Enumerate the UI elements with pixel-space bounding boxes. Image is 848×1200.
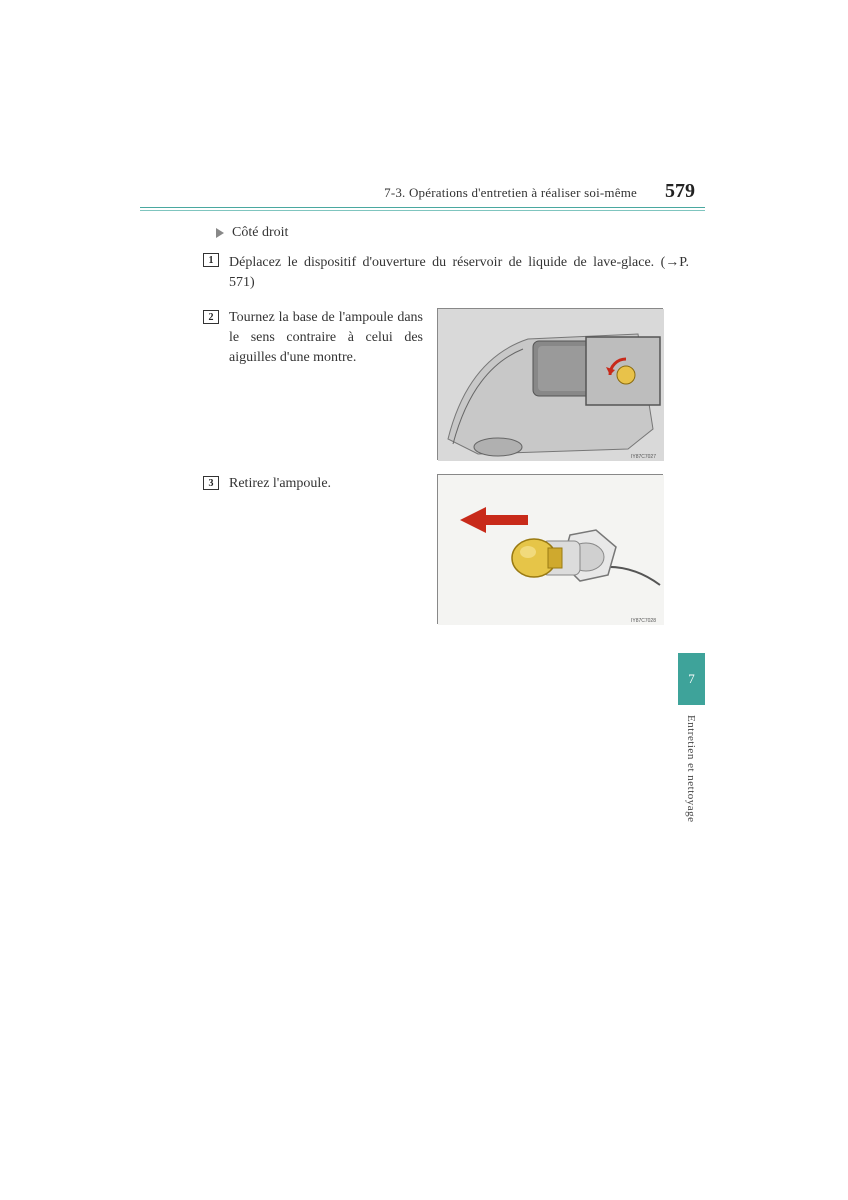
step-2: 2 Tournez la base de l'ampoule dans le s… xyxy=(206,308,705,460)
subheading-row: Côté droit xyxy=(206,225,705,241)
subheading-text: Côté droit xyxy=(232,225,288,241)
step-1-text: Déplacez le dispositif d'ouverture du ré… xyxy=(229,251,689,294)
figure-2-code: IY87C7028 xyxy=(631,618,656,624)
header-rule-top xyxy=(140,207,705,208)
step-number-1: 1 xyxy=(203,253,219,267)
page-content: 7-3. Opérations d'entretien à réaliser s… xyxy=(140,180,705,638)
step-number-2: 2 xyxy=(203,310,219,324)
chapter-tab: 7 xyxy=(678,653,705,705)
triangle-bullet-icon xyxy=(216,228,224,238)
page-header: 7-3. Opérations d'entretien à réaliser s… xyxy=(140,180,705,203)
figure-1-code: IY87C7027 xyxy=(631,454,656,460)
content-area: Côté droit 1 Déplacez le dispositif d'ou… xyxy=(140,211,705,624)
chapter-label: Entretien et nettoyage xyxy=(685,715,697,823)
step-2-body: Tournez la base de l'ampoule dans le sen… xyxy=(229,308,663,460)
step-3-body: Retirez l'ampoule. xyxy=(229,474,663,624)
step-3: 3 Retirez l'ampoule. xyxy=(206,474,705,624)
section-tab: 7 Entretien et nettoyage xyxy=(678,653,705,823)
step-1: 1 Déplacez le dispositif d'ouverture du … xyxy=(206,251,705,294)
step-3-text: Retirez l'ampoule. xyxy=(229,474,423,494)
chapter-number: 7 xyxy=(688,671,695,687)
section-title: 7-3. Opérations d'entretien à réaliser s… xyxy=(384,185,637,201)
page-number: 579 xyxy=(665,180,695,203)
step-1-text-a: Déplacez le dispositif d'ouverture du ré… xyxy=(229,255,665,270)
figure-1-engine-bay: IY87C7027 xyxy=(437,308,663,460)
step-2-text: Tournez la base de l'ampoule dans le sen… xyxy=(229,308,423,369)
figure-2-bulb: IY87C7028 xyxy=(437,474,663,624)
arrow-right-icon: → xyxy=(665,253,679,269)
step-number-3: 3 xyxy=(203,476,219,490)
